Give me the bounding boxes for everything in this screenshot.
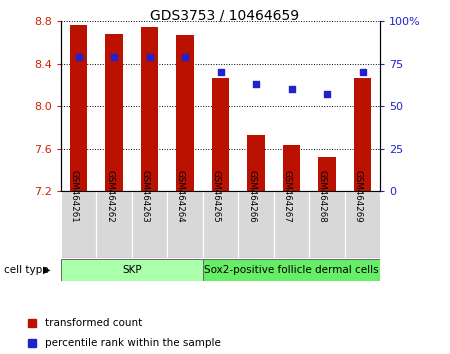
Point <box>324 91 331 97</box>
Text: GSM464266: GSM464266 <box>247 170 256 223</box>
Text: Sox2-positive follicle dermal cells: Sox2-positive follicle dermal cells <box>204 265 379 275</box>
Bar <box>140 27 158 191</box>
Bar <box>176 35 194 191</box>
Bar <box>309 191 345 258</box>
Text: GSM464265: GSM464265 <box>212 170 220 223</box>
Bar <box>345 191 380 258</box>
Point <box>75 54 82 60</box>
Point <box>181 54 189 60</box>
Bar <box>247 135 265 191</box>
Text: SKP: SKP <box>122 265 142 275</box>
Bar <box>274 191 309 258</box>
Bar <box>70 25 87 191</box>
Text: transformed count: transformed count <box>45 318 142 328</box>
Bar <box>354 78 371 191</box>
Text: ▶: ▶ <box>43 265 50 275</box>
Point <box>146 54 153 60</box>
Bar <box>167 191 203 258</box>
Point <box>359 69 366 75</box>
Text: cell type: cell type <box>4 265 49 275</box>
Bar <box>318 157 336 191</box>
Point <box>288 86 295 92</box>
Bar <box>61 259 203 281</box>
Bar <box>96 191 132 258</box>
Point <box>110 54 117 60</box>
Text: GSM464264: GSM464264 <box>176 170 185 223</box>
Text: GDS3753 / 10464659: GDS3753 / 10464659 <box>150 9 300 23</box>
Text: GSM464267: GSM464267 <box>283 170 292 223</box>
Bar <box>203 191 238 258</box>
Text: GSM464269: GSM464269 <box>354 170 363 223</box>
Text: GSM464268: GSM464268 <box>318 170 327 223</box>
Text: GSM464262: GSM464262 <box>105 170 114 223</box>
Text: percentile rank within the sample: percentile rank within the sample <box>45 338 221 348</box>
Bar <box>105 34 123 191</box>
Point <box>217 69 224 75</box>
Text: GSM464261: GSM464261 <box>69 170 78 223</box>
Text: GSM464263: GSM464263 <box>140 170 149 223</box>
Bar <box>283 145 301 191</box>
Bar <box>238 191 274 258</box>
Point <box>252 81 260 87</box>
Bar <box>212 78 230 191</box>
Bar <box>132 191 167 258</box>
Bar <box>61 191 96 258</box>
Bar <box>203 259 380 281</box>
